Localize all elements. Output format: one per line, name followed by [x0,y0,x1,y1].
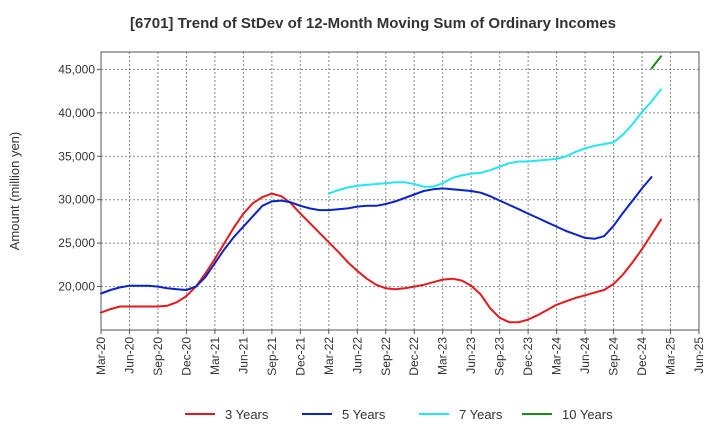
x-tick-label: Mar-23 [436,337,450,375]
x-tick-label: Jun-20 [122,337,136,374]
chart-title: [6701] Trend of StDev of 12-Month Moving… [130,15,616,32]
x-tick-label: Jun-23 [464,337,478,374]
x-tick-label: Mar-25 [664,337,678,375]
x-tick-label: Mar-22 [322,337,336,375]
x-tick-label: Jun-24 [578,337,592,374]
y-axis-label: Amount (million yen) [7,132,22,251]
legend-label: 5 Years [342,407,386,422]
y-tick-label: 40,000 [58,106,95,120]
x-tick-label: Jun-21 [236,337,250,374]
y-tick-label: 35,000 [58,149,95,163]
x-tick-label: Mar-21 [208,337,222,375]
legend-label: 7 Years [459,407,503,422]
x-tick-label: Sep-22 [379,337,393,376]
x-tick-label: Jun-22 [350,337,364,374]
x-tick-label: Dec-24 [635,337,649,376]
x-tick-label: Dec-21 [293,337,307,376]
series-line-5-years [100,176,653,295]
x-tick-label: Sep-24 [607,337,621,376]
y-tick-label: 30,000 [58,193,95,207]
y-tick-label: 20,000 [58,280,95,294]
x-tick-label: Sep-21 [265,337,279,376]
x-tick-label: Mar-24 [550,337,564,375]
legend-label: 3 Years [225,407,269,422]
y-axis: 20,000 25,000 30,000 35,000 40,000 45,000 [58,62,101,294]
x-tick-label: Dec-23 [521,337,535,376]
x-tick-label: Dec-20 [179,337,193,376]
x-tick-label: Sep-23 [493,337,507,376]
series-group [100,55,662,324]
series-line-7-years [327,88,662,195]
x-tick-label: Sep-20 [151,337,165,376]
legend-label: 10 Years [562,407,613,422]
series-line-10-years [650,55,662,70]
series-line-3-years [100,192,662,324]
x-axis: Mar-20 Jun-20 Sep-20 Dec-20 Mar-21 Jun-21 Sep-… [94,330,706,376]
x-tick-label: Dec-22 [407,337,421,376]
y-tick-label: 45,000 [58,62,95,76]
x-tick-label: Mar-20 [94,337,108,375]
y-tick-label: 25,000 [58,236,95,250]
x-tick-label: Jun-25 [692,337,706,374]
plot-frame [100,51,700,331]
legend: 3 Years 5 Years 7 Years 10 Years [185,407,613,422]
